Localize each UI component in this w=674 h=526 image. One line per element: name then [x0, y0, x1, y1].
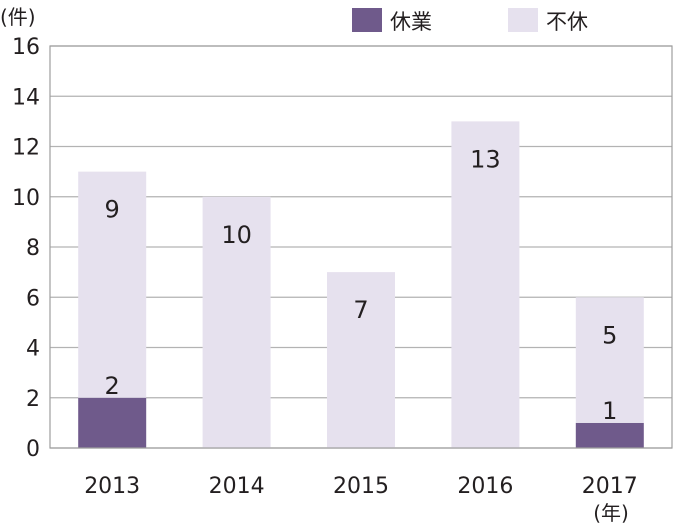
- x-tick-label: 2015: [333, 474, 389, 499]
- data-label: 5: [602, 321, 617, 349]
- x-tick-label: 2016: [457, 474, 513, 499]
- y-tick-label: 12: [12, 136, 40, 161]
- bar-fukyu-2015: [327, 272, 395, 448]
- bars: [78, 121, 644, 448]
- x-axis-ticks: 2013 2014 2015 2016 2017: [84, 474, 638, 499]
- y-tick-label: 4: [26, 337, 40, 362]
- plot-frame: [49, 45, 673, 449]
- bar-fukyu-2014: [202, 196, 271, 448]
- bar-kyugyo-2013: [78, 397, 147, 448]
- data-label: 9: [105, 196, 120, 224]
- y-tick-label: 10: [12, 186, 40, 211]
- y-tick-label: 6: [26, 286, 40, 311]
- legend-swatch: [508, 8, 538, 32]
- x-tick-label: 2014: [209, 474, 265, 499]
- bar-fukyu-2016: [451, 121, 520, 448]
- x-axis-unit-label: (年): [593, 501, 629, 525]
- y-axis-ticks: 0 2 4 6 8 10 12 14 16: [12, 35, 40, 462]
- bar-fukyu-2013: [78, 171, 147, 398]
- data-label: 13: [470, 145, 501, 173]
- legend-swatch: [352, 8, 382, 32]
- y-tick-label: 16: [12, 35, 40, 60]
- y-tick-label: 8: [26, 236, 40, 261]
- x-tick-label: 2017: [582, 474, 638, 499]
- x-tick-label: 2013: [84, 474, 140, 499]
- data-label: 1: [602, 397, 617, 425]
- data-label: 2: [105, 372, 120, 400]
- bar-fukyu-2017: [575, 297, 644, 423]
- y-tick-label: 0: [26, 437, 40, 462]
- y-axis-unit-label: (件): [0, 5, 36, 29]
- data-labels: 2 9 10 7 13 1 5: [105, 145, 618, 425]
- legend-label: 休業: [390, 10, 432, 34]
- data-label: 7: [353, 296, 368, 324]
- legend-label: 不休: [546, 10, 588, 34]
- y-tick-label: 2: [26, 387, 40, 412]
- data-label: 10: [221, 221, 252, 249]
- bar-kyugyo-2017: [575, 422, 644, 448]
- y-tick-label: 14: [12, 85, 40, 110]
- legend: 休業 不休: [352, 8, 588, 34]
